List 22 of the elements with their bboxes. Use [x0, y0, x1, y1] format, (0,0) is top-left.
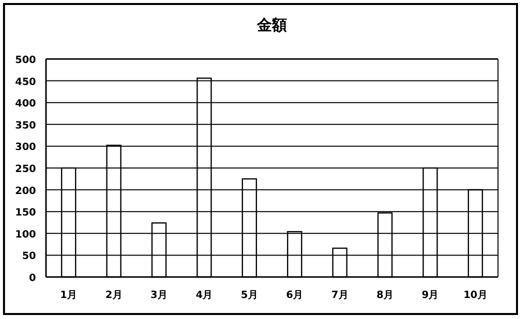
y-tick-label: 250 [15, 164, 36, 175]
x-tick-label: 6月 [286, 290, 304, 301]
y-tick-label: 400 [15, 98, 36, 110]
x-tick-label: 8月 [376, 290, 394, 301]
y-tick-label: 300 [15, 142, 36, 154]
y-tick-label: 350 [15, 120, 36, 132]
y-tick-label: 500 [15, 55, 36, 66]
x-tick-label: 10月 [463, 290, 488, 301]
x-tick-label: 7月 [331, 290, 348, 301]
y-tick-label: 450 [15, 76, 36, 88]
y-tick-label: 50 [22, 251, 36, 262]
x-tick-label: 2月 [105, 290, 122, 301]
x-tick-label: 9月 [422, 290, 439, 301]
x-tick-label: 3月 [150, 290, 168, 301]
x-tick-label: 4月 [196, 290, 213, 301]
y-tick-label: 200 [15, 186, 36, 197]
y-tick-label: 100 [15, 229, 36, 240]
x-tick-label: 5月 [240, 290, 258, 301]
y-tick-label: 0 [29, 273, 36, 284]
chart-title: 金額 [256, 16, 287, 34]
y-tick-label: 150 [15, 208, 36, 219]
x-tick-label: 1月 [60, 290, 78, 301]
